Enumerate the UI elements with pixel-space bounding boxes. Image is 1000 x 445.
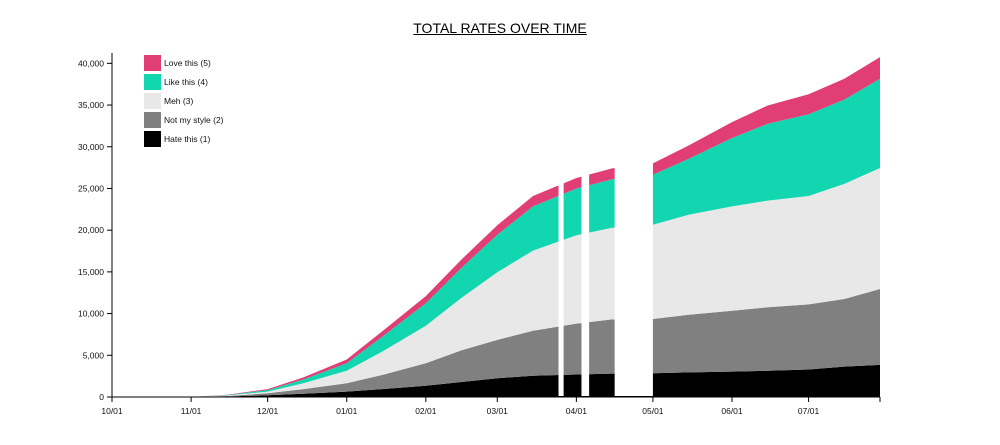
area-5 [112,57,880,397]
y-tick-label: 10,000 [78,309,104,319]
y-tick-label: 5,000 [83,350,105,360]
axes: 0 5,000 10,000 15,000 20,000 25,000 30,000 35,0… [78,53,881,416]
area-2 [112,289,880,397]
gap-1 [558,45,564,396]
legend-label: Love this (5) [164,58,211,68]
y-tick-label: 35,000 [78,100,104,110]
x-tick-label: 10/01 [101,406,123,416]
x-tick-label: 06/01 [721,406,743,416]
area-4 [112,78,880,398]
x-tick-label: 03/01 [487,406,509,416]
x-tick-label: 02/01 [415,406,437,416]
data-gaps [558,45,653,396]
legend-swatch [144,131,161,147]
y-tick-label: 25,000 [78,183,104,193]
y-tick-label: 20,000 [78,225,104,235]
gap-3 [614,45,653,396]
legend-swatch [144,74,161,90]
y-tick-label: 0 [99,392,104,402]
legend-swatch [144,93,161,109]
x-tick-label: 07/01 [798,406,820,416]
legend-label: Hate this (1) [164,134,210,144]
x-tick-label: 04/01 [566,406,588,416]
legend: Love this (5) Like this (4) Meh (3) Not my … [144,55,224,147]
area-1 [112,364,880,397]
legend-label: Meh (3) [164,96,193,106]
area-3 [112,168,880,397]
x-tick-label: 11/01 [181,406,202,416]
area-layers [112,57,880,398]
x-tick-label: 01/01 [336,406,358,416]
y-tick-label: 40,000 [78,58,104,68]
x-tick-label: 12/01 [257,406,279,416]
x-tick-label: 05/01 [642,406,664,416]
chart-title: TOTAL RATES OVER TIME [413,20,587,36]
y-tick-label: 15,000 [78,267,104,277]
legend-swatch [144,112,161,128]
legend-label: Like this (4) [164,77,208,87]
gap-2 [581,45,590,396]
y-tick-label: 30,000 [78,142,104,152]
legend-swatch [144,55,161,71]
legend-label: Not my style (2) [164,115,224,125]
